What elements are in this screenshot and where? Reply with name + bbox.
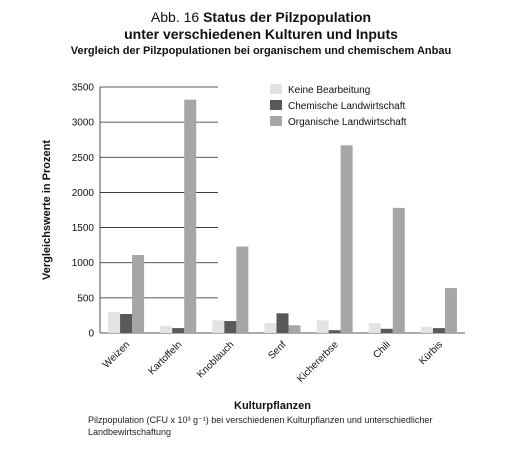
bar <box>328 330 341 333</box>
y-axis-title: Vergleichswerte in Prozent <box>41 140 53 280</box>
figure-title: Abb. 16 Status der Pilzpopulation unter … <box>0 8 522 43</box>
figure-number: Abb. 16 <box>150 9 200 25</box>
y-tick-label: 1500 <box>72 223 95 234</box>
y-tick-label: 3500 <box>72 83 95 94</box>
y-tick-label: 0 <box>88 329 94 340</box>
chart-subtitle: Vergleich der Pilzpopulationen bei organ… <box>70 45 452 57</box>
legend-label: Keine Bearbeitung <box>288 85 370 96</box>
bar <box>288 325 301 333</box>
figure-caption: Pilzpopulation (CFU x 10³ g⁻¹) bei versc… <box>88 415 433 437</box>
title-line-2: unter verschiedenen Kulturen und Inputs <box>124 26 398 42</box>
bar <box>444 288 457 333</box>
bar <box>420 326 433 333</box>
bar <box>316 320 329 333</box>
bar <box>160 325 173 333</box>
bar <box>184 99 197 333</box>
bar <box>392 207 405 333</box>
bar <box>120 314 133 333</box>
bar <box>340 145 353 333</box>
bar <box>236 246 249 333</box>
bar <box>432 328 445 333</box>
y-tick-label: 1000 <box>72 258 95 269</box>
legend-label: Organische Landwirtschaft <box>288 117 407 128</box>
x-tick-label: Knoblauch <box>195 339 236 380</box>
legend-label: Chemische Landwirtschaft <box>288 101 405 112</box>
y-tick-label: 500 <box>77 293 94 304</box>
bar <box>368 323 381 333</box>
bar <box>276 313 289 333</box>
bar <box>224 321 237 333</box>
bar <box>108 311 121 333</box>
y-tick-label: 3000 <box>72 118 95 129</box>
x-tick-label: Kichererbse <box>295 339 341 385</box>
bar <box>264 323 277 333</box>
title-main: Status der Pilzpopulation <box>203 9 372 25</box>
x-tick-label: Weizen <box>101 339 132 370</box>
legend-swatch <box>270 116 282 126</box>
x-tick-label: Senf <box>266 339 288 361</box>
bar <box>212 320 225 333</box>
legend-swatch <box>270 100 282 110</box>
bar <box>172 328 185 333</box>
x-tick-label: Kartoffeln <box>146 339 184 377</box>
legend-swatch <box>270 84 282 94</box>
x-tick-label: Kürbis <box>417 339 445 367</box>
bar <box>132 254 145 333</box>
y-tick-label: 2500 <box>72 153 95 164</box>
x-tick-label: Chili <box>371 339 393 361</box>
x-axis-title: Kulturpflanzen <box>234 400 311 412</box>
bar <box>380 328 393 333</box>
y-tick-label: 2000 <box>72 188 95 199</box>
